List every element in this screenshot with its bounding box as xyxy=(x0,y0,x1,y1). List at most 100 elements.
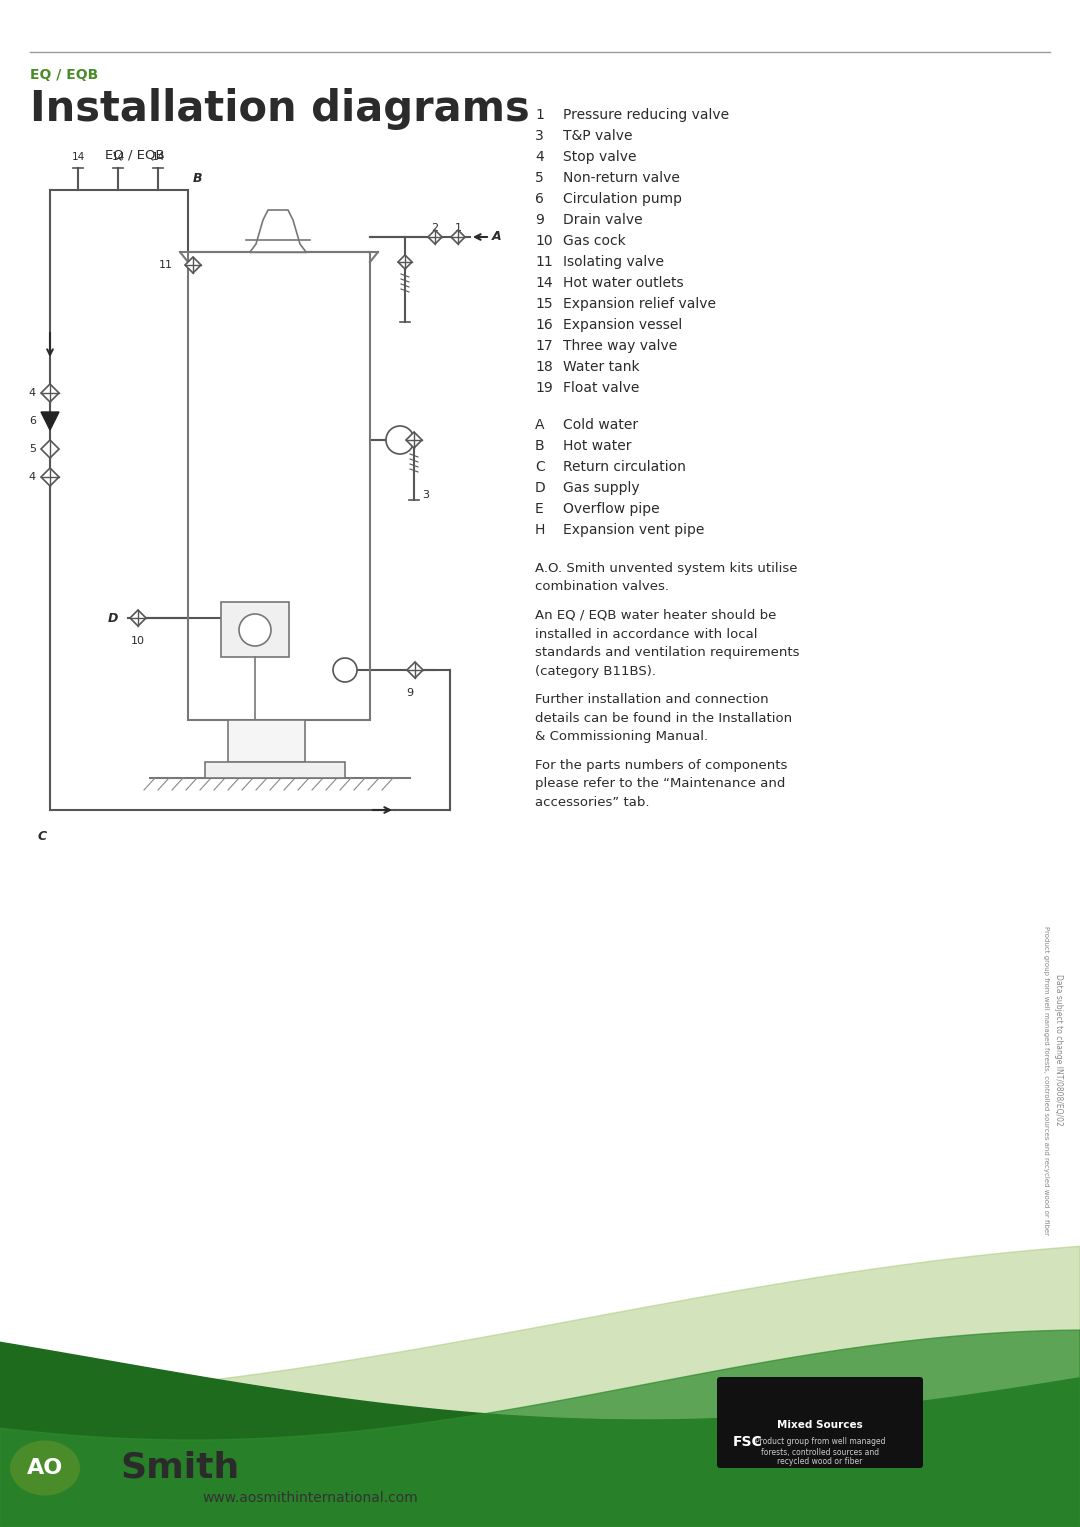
Polygon shape xyxy=(41,412,59,431)
Text: B: B xyxy=(535,438,544,454)
Text: 9: 9 xyxy=(535,212,544,228)
Text: 17: 17 xyxy=(535,339,553,353)
Text: 14: 14 xyxy=(535,276,553,290)
Polygon shape xyxy=(41,383,59,402)
Polygon shape xyxy=(399,255,411,269)
Text: combination valves.: combination valves. xyxy=(535,580,669,594)
Text: FSC: FSC xyxy=(733,1435,762,1449)
Text: forests, controlled sources and: forests, controlled sources and xyxy=(761,1448,879,1457)
Text: A: A xyxy=(535,418,544,432)
FancyBboxPatch shape xyxy=(717,1377,923,1467)
Text: Installation diagrams: Installation diagrams xyxy=(30,89,530,130)
Text: standards and ventilation requirements: standards and ventilation requirements xyxy=(535,646,799,660)
Polygon shape xyxy=(41,440,59,458)
Bar xyxy=(228,721,305,762)
Text: 6: 6 xyxy=(535,192,544,206)
Text: For the parts numbers of components: For the parts numbers of components xyxy=(535,759,787,771)
Text: please refer to the “Maintenance and: please refer to the “Maintenance and xyxy=(535,777,785,789)
Text: 10: 10 xyxy=(131,637,145,646)
Text: Non-return valve: Non-return valve xyxy=(563,171,680,185)
Text: EQ / EQB: EQ / EQB xyxy=(30,69,98,82)
Text: 14: 14 xyxy=(151,153,164,162)
Text: An EQ / EQB water heater should be: An EQ / EQB water heater should be xyxy=(535,609,777,621)
Text: 19: 19 xyxy=(535,382,553,395)
Text: Data subject to change INT/0808/EQ/02: Data subject to change INT/0808/EQ/02 xyxy=(1053,974,1063,1125)
Text: B: B xyxy=(193,173,203,185)
Text: installed in accordance with local: installed in accordance with local xyxy=(535,628,757,640)
Text: 4: 4 xyxy=(29,388,36,399)
Polygon shape xyxy=(428,231,442,244)
Text: Product group from well managed: Product group from well managed xyxy=(755,1437,886,1446)
Text: 4: 4 xyxy=(535,150,543,163)
Text: D: D xyxy=(535,481,545,495)
Text: accessories” tab.: accessories” tab. xyxy=(535,796,649,808)
Text: E: E xyxy=(535,502,543,516)
Circle shape xyxy=(239,614,271,646)
Text: 1: 1 xyxy=(535,108,544,122)
Text: A.O. Smith unvented system kits utilise: A.O. Smith unvented system kits utilise xyxy=(535,562,797,576)
Text: C: C xyxy=(535,460,544,473)
Text: Drain valve: Drain valve xyxy=(563,212,643,228)
Polygon shape xyxy=(451,231,465,244)
Polygon shape xyxy=(407,663,423,678)
Text: 3: 3 xyxy=(422,490,429,499)
Bar xyxy=(205,762,345,777)
Text: Gas supply: Gas supply xyxy=(563,481,639,495)
Text: www.aosmithinternational.com: www.aosmithinternational.com xyxy=(202,1490,418,1506)
Text: 9: 9 xyxy=(406,689,414,698)
Text: Further installation and connection: Further installation and connection xyxy=(535,693,769,705)
Text: EQ / EQB: EQ / EQB xyxy=(105,148,164,160)
Text: Stop valve: Stop valve xyxy=(563,150,636,163)
Text: 5: 5 xyxy=(29,444,36,454)
Circle shape xyxy=(386,426,414,454)
Ellipse shape xyxy=(10,1440,80,1495)
Text: 11: 11 xyxy=(535,255,553,269)
Text: Expansion relief valve: Expansion relief valve xyxy=(563,296,716,312)
Text: Smith: Smith xyxy=(120,1451,240,1484)
Text: 5: 5 xyxy=(535,171,543,185)
Text: D: D xyxy=(108,611,118,625)
Text: Gas cock: Gas cock xyxy=(563,234,625,247)
Polygon shape xyxy=(185,257,201,273)
Polygon shape xyxy=(41,467,59,486)
Text: C: C xyxy=(38,831,46,843)
Text: 2: 2 xyxy=(431,223,438,234)
Text: Return circulation: Return circulation xyxy=(563,460,686,473)
Circle shape xyxy=(333,658,357,683)
Text: 18: 18 xyxy=(535,360,553,374)
Text: 10: 10 xyxy=(535,234,553,247)
Text: Product group from well managed forests, controlled sources and recycled wood or: Product group from well managed forests,… xyxy=(1043,925,1049,1234)
Text: Circulation pump: Circulation pump xyxy=(563,192,681,206)
Text: Water tank: Water tank xyxy=(563,360,639,374)
Text: Three way valve: Three way valve xyxy=(563,339,677,353)
Text: details can be found in the Installation: details can be found in the Installation xyxy=(535,712,792,724)
Text: 14: 14 xyxy=(71,153,84,162)
Text: recycled wood or fiber: recycled wood or fiber xyxy=(778,1457,863,1466)
Text: & Commissioning Manual.: & Commissioning Manual. xyxy=(535,730,708,744)
Text: 6: 6 xyxy=(29,415,36,426)
Text: 14: 14 xyxy=(111,153,124,162)
Text: T&P valve: T&P valve xyxy=(563,128,633,144)
Text: (category B11BS).: (category B11BS). xyxy=(535,664,656,678)
Text: AO: AO xyxy=(27,1458,63,1478)
Polygon shape xyxy=(406,432,422,447)
Text: Pressure reducing valve: Pressure reducing valve xyxy=(563,108,729,122)
Text: Isolating valve: Isolating valve xyxy=(563,255,664,269)
Text: Hot water outlets: Hot water outlets xyxy=(563,276,684,290)
Text: Expansion vessel: Expansion vessel xyxy=(563,318,683,331)
Bar xyxy=(221,602,289,657)
Text: Expansion vent pipe: Expansion vent pipe xyxy=(563,524,704,538)
Text: 11: 11 xyxy=(159,260,173,270)
Polygon shape xyxy=(130,609,146,626)
Text: 16: 16 xyxy=(535,318,553,331)
Text: 1: 1 xyxy=(455,223,461,234)
Text: 4: 4 xyxy=(29,472,36,483)
Text: 15: 15 xyxy=(535,296,553,312)
Text: 3: 3 xyxy=(535,128,543,144)
Text: Float valve: Float valve xyxy=(563,382,639,395)
Bar xyxy=(188,252,370,721)
Text: Hot water: Hot water xyxy=(563,438,632,454)
Polygon shape xyxy=(249,211,306,252)
Text: A: A xyxy=(492,231,501,243)
Text: H: H xyxy=(535,524,545,538)
